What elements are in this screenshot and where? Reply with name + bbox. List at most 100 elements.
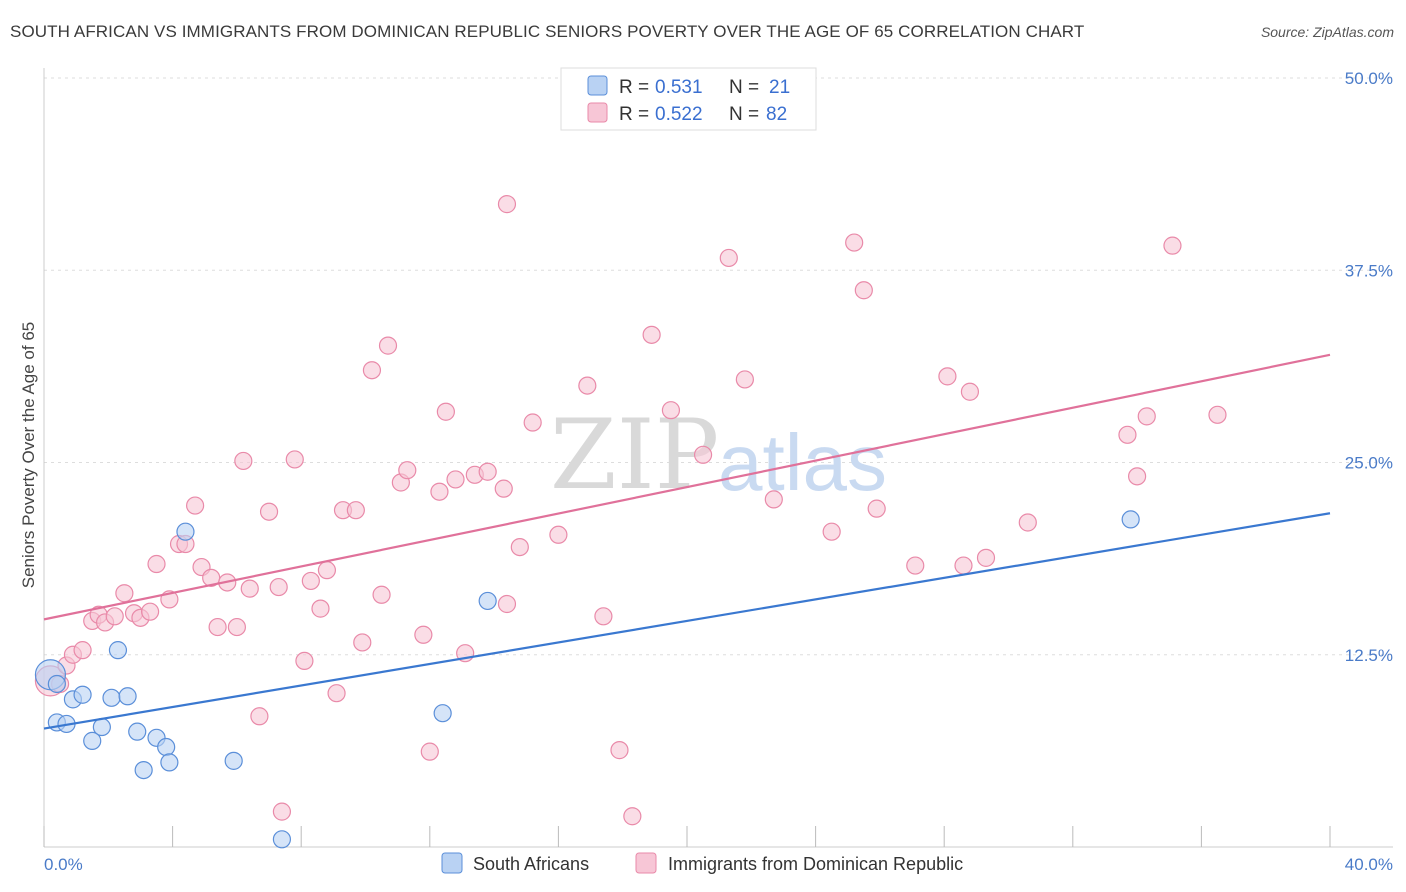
- point-dominican: [510, 537, 529, 557]
- correlation-legend: R = 0.531 N = 21 R = 0.522 N = 82: [560, 67, 817, 131]
- point-dominican: [115, 584, 134, 603]
- point-dominican: [1208, 405, 1227, 424]
- point-dominican: [398, 461, 417, 480]
- series-label-dominican: Immigrants from Dominican Republic: [668, 854, 963, 874]
- point-south-africans: [102, 688, 121, 707]
- legend-swatch-pink: [587, 102, 608, 123]
- point-dominican: [642, 325, 661, 344]
- point-dominican: [311, 599, 330, 618]
- y-tick-label: 25.0%: [1345, 454, 1393, 473]
- point-dominican: [1137, 407, 1156, 426]
- point-dominican: [73, 641, 92, 660]
- legend-n-value-blue: 21: [769, 77, 790, 98]
- point-dominican: [1127, 467, 1147, 486]
- point-dominican: [208, 617, 227, 637]
- point-dominican: [478, 462, 497, 481]
- point-dominican: [623, 807, 642, 826]
- point-south-africans: [1121, 510, 1140, 529]
- point-south-africans: [128, 722, 147, 741]
- point-dominican: [234, 451, 253, 471]
- point-south-africans: [224, 751, 243, 770]
- point-dominican: [301, 571, 320, 591]
- y-tick-labels: 12.5% 25.0% 37.5% 50.0%: [1345, 69, 1393, 665]
- point-dominican: [1163, 236, 1182, 255]
- point-dominican: [822, 522, 841, 541]
- y-tick-label: 50.0%: [1345, 69, 1393, 88]
- legend-r-value-blue: 0.531: [655, 77, 703, 98]
- point-dominican: [378, 336, 398, 355]
- point-dominican: [420, 742, 439, 761]
- point-dominican: [285, 450, 304, 469]
- point-south-africans: [433, 704, 452, 723]
- point-dominican: [140, 602, 160, 621]
- point-dominican: [523, 413, 542, 432]
- series-legend: South Africans Immigrants from Dominican…: [441, 852, 963, 874]
- point-dominican: [693, 445, 713, 464]
- point-dominican: [764, 490, 783, 509]
- x-tick-label-max: 40.0%: [1345, 855, 1393, 874]
- legend-r-label-blue: R =: [619, 77, 649, 98]
- point-dominican: [610, 741, 629, 760]
- point-south-africans: [108, 641, 128, 660]
- point-south-africans: [160, 753, 179, 772]
- point-south-africans: [478, 591, 497, 611]
- point-dominican: [362, 361, 382, 380]
- data-points: [34, 195, 1227, 849]
- point-south-africans: [92, 717, 111, 737]
- point-dominican: [414, 625, 433, 644]
- point-dominican: [105, 607, 124, 626]
- point-dominican: [259, 502, 279, 521]
- point-dominican: [353, 633, 372, 652]
- point-dominican: [594, 607, 613, 626]
- point-dominican: [186, 496, 205, 515]
- point-dominican: [446, 470, 465, 489]
- point-dominican: [430, 482, 449, 501]
- series-label-south-africans: South Africans: [473, 854, 589, 874]
- point-dominican: [938, 367, 957, 386]
- point-dominican: [960, 382, 980, 401]
- point-dominican: [735, 370, 754, 389]
- point-dominican: [661, 401, 681, 420]
- point-dominican: [1018, 513, 1037, 532]
- trend-line-dominican: [43, 353, 1331, 621]
- axes: [43, 68, 1393, 848]
- chart-title: SOUTH AFRICAN VS IMMIGRANTS FROM DOMINIC…: [10, 22, 1085, 41]
- legend-swatch-blue: [587, 75, 608, 96]
- trend-lines: [43, 353, 1331, 730]
- point-south-africans: [272, 830, 292, 849]
- trend-line-south-africans: [43, 512, 1331, 730]
- grid-lines: [44, 77, 1393, 656]
- point-dominican: [497, 594, 517, 614]
- point-south-africans: [176, 522, 195, 541]
- point-dominican: [954, 556, 973, 575]
- point-dominican: [227, 617, 246, 637]
- watermark: ZIP atlas: [550, 399, 887, 511]
- point-dominican: [436, 402, 455, 421]
- point-dominican: [497, 195, 517, 214]
- point-south-africans: [134, 760, 153, 780]
- watermark-zip: ZIP: [550, 399, 719, 511]
- point-dominican: [147, 554, 166, 574]
- legend-r-value-pink: 0.522: [655, 104, 703, 125]
- point-dominican: [578, 376, 597, 395]
- point-dominican: [327, 684, 346, 703]
- point-dominican: [240, 579, 259, 598]
- point-dominican: [272, 802, 292, 821]
- series-swatch-dominican: [635, 852, 657, 874]
- point-dominican: [854, 281, 873, 300]
- legend-r-label-pink: R =: [619, 104, 649, 125]
- x-tick-label-min: 0.0%: [44, 855, 83, 874]
- series-swatch-south-africans: [441, 852, 463, 874]
- y-axis-label: Seniors Poverty Over the Age of 65: [19, 322, 38, 588]
- point-south-africans: [83, 731, 102, 750]
- y-tick-label: 37.5%: [1345, 261, 1393, 280]
- point-dominican: [867, 499, 886, 518]
- point-dominican: [719, 248, 738, 268]
- point-south-africans: [157, 737, 176, 757]
- point-dominican: [295, 651, 314, 671]
- source-credit: Source: ZipAtlas.com: [1260, 24, 1394, 40]
- point-south-africans: [73, 685, 92, 704]
- point-dominican: [494, 479, 513, 498]
- point-dominican: [845, 233, 864, 252]
